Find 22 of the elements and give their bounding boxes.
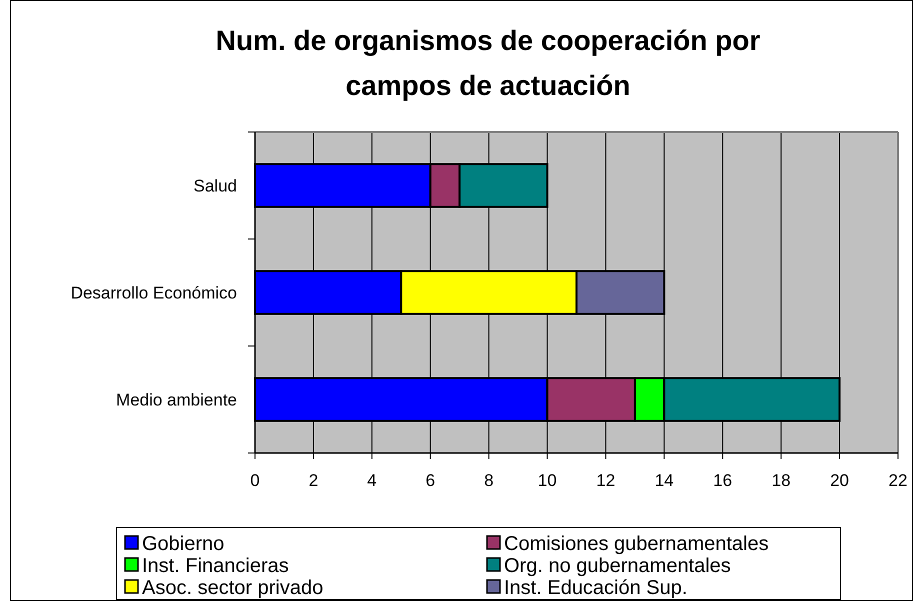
x-tick-label: 6 bbox=[426, 471, 436, 490]
x-tick-label: 14 bbox=[654, 471, 674, 490]
x-tick-label: 16 bbox=[713, 471, 732, 490]
y-tick-label: Medio ambiente bbox=[116, 390, 237, 410]
legend-label: Asoc. sector privado bbox=[142, 577, 324, 600]
legend-label: Inst. Educación Sup. bbox=[504, 577, 688, 600]
x-tick-label: 20 bbox=[830, 471, 850, 490]
x-tick-label: 4 bbox=[367, 471, 377, 490]
legend-label: Comisiones gubernamentales bbox=[504, 533, 769, 556]
x-tick-label: 0 bbox=[250, 471, 260, 490]
y-tick-label: Desarrollo Económico bbox=[70, 283, 237, 302]
legend-label: Gobierno bbox=[142, 533, 224, 556]
x-tick-label: 8 bbox=[484, 471, 494, 490]
x-tick-label: 10 bbox=[538, 471, 557, 490]
x-tick-label: 18 bbox=[772, 471, 791, 490]
legend-label: Inst. Financieras bbox=[142, 555, 289, 578]
x-tick-label: 12 bbox=[596, 471, 616, 490]
y-tick-label: Salud bbox=[194, 176, 237, 196]
x-tick-label: 22 bbox=[888, 471, 908, 490]
x-tick-label: 2 bbox=[308, 471, 318, 490]
chart-title: Num. de organismos de cooperación por campos de actuación bbox=[216, 25, 760, 101]
legend-label: Org. no gubernamentales bbox=[504, 555, 731, 578]
